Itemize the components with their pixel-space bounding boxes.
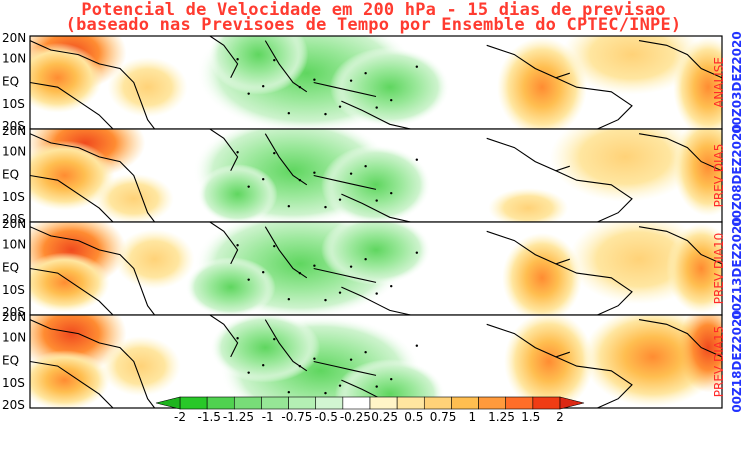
colorbar-tick-label: -0.5 (314, 410, 337, 424)
colorbar-tick-label: 0.5 (404, 410, 423, 424)
panel-date: 00Z03DEZ2020 (730, 31, 744, 133)
colorbar-swatch (233, 396, 262, 410)
lat-label: 10N (2, 144, 26, 158)
lat-label: 20N (2, 217, 26, 231)
panel-label: PREV DIA15 (712, 326, 726, 397)
colorbar-swatch (288, 396, 317, 410)
colorbar-tick-label: 2 (556, 410, 564, 424)
lat-label: EQ (2, 354, 19, 368)
panel-label: PREV DIA5 (712, 144, 726, 208)
map-panel-2: 20N 10N EQ 10S 20S PREV DIA5 00Z08DEZ2020 (2, 124, 744, 227)
lat-label: 20N (2, 124, 26, 138)
lat-label: 20S (2, 212, 25, 226)
colorbar-swatch (179, 396, 208, 410)
panel-label: ANALISE (712, 57, 726, 108)
colorbar-swatch (532, 396, 561, 410)
colorbar-swatch (369, 396, 398, 410)
colorbar-swatch (505, 396, 534, 410)
lat-label: 20N (2, 310, 26, 324)
colorbar-tick-label: -1 (262, 410, 274, 424)
colorbar-swatch (342, 396, 371, 410)
colorbar: -2 -1.5 -1.25 -1 -0.75 -0.5 -0.25 0.25 0.5 0.75 1 1… (155, 396, 585, 424)
lat-label: 10S (2, 97, 25, 111)
lat-label: 20N (2, 31, 26, 45)
lat-label: 20S (2, 119, 25, 133)
chart-title: Potencial de Velocidade em 200 hPa - 15 … (81, 0, 666, 20)
colorbar-swatch (478, 396, 507, 410)
colorbar-arrow-left (155, 396, 181, 410)
colorbar-tick-label: -2 (174, 410, 186, 424)
lat-label: 10S (2, 190, 25, 204)
map-panel-3: 20N 10N EQ 10S 20S PREV DIA10 00Z13DEZ2020 (2, 217, 744, 320)
colorbar-swatch (315, 396, 344, 410)
panel-date: 00Z18DEZ2020 (730, 310, 744, 412)
colorbar-tick-label: 1 (468, 410, 476, 424)
panel-date: 00Z08DEZ2020 (730, 124, 744, 226)
colorbar-tick-label: 0.25 (371, 410, 398, 424)
colorbar-tick-label: -1.5 (198, 410, 221, 424)
lat-label: EQ (2, 168, 19, 182)
map-panel-1: 20N 10N EQ 10S 20S ANALISE 00Z03DEZ2020 (2, 31, 744, 134)
panel-label: PREV DIA10 (712, 233, 726, 304)
lat-label: EQ (2, 75, 19, 89)
panel-date: 00Z13DEZ2020 (730, 217, 744, 319)
lat-label: 20S (2, 398, 25, 412)
lat-label: EQ (2, 261, 19, 275)
colorbar-tick-label: -0.25 (340, 410, 371, 424)
lat-label: 10N (2, 237, 26, 251)
lat-label: 10N (2, 51, 26, 65)
colorbar-swatch (423, 396, 452, 410)
colorbar-arrow-right (559, 396, 585, 410)
lat-label: 10S (2, 283, 25, 297)
colorbar-swatch (451, 396, 479, 410)
colorbar-swatch (261, 396, 289, 410)
chart-subtitle: (baseado nas Previsoes de Tempo por Ense… (65, 15, 682, 35)
colorbar-tick-label: 1.5 (521, 410, 540, 424)
lat-label: 10N (2, 330, 26, 344)
colorbar-swatch (206, 396, 235, 410)
colorbar-tick-label: 0.75 (430, 410, 457, 424)
colorbar-tick-label: 1.25 (488, 410, 515, 424)
lat-label: 10S (2, 376, 25, 390)
colorbar-tick-label: -1.25 (223, 410, 254, 424)
colorbar-swatch (396, 396, 425, 410)
lat-label: 20S (2, 305, 25, 319)
colorbar-tick-label: -0.75 (281, 410, 312, 424)
